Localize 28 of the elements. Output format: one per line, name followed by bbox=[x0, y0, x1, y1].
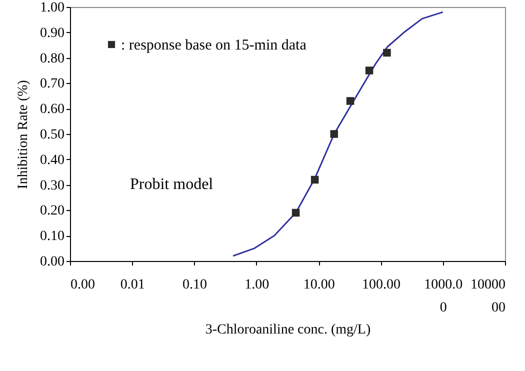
point bbox=[383, 48, 391, 57]
x-tick-label: 1.00 bbox=[244, 278, 270, 292]
point bbox=[346, 97, 354, 105]
legend-label: : response base on 15-min data bbox=[121, 38, 307, 54]
y-tick-label: 0.00 bbox=[40, 254, 64, 270]
x-tick-label: 1000.0 0 bbox=[424, 278, 463, 316]
x-axis-title: 3-Chloroaniline conc. (mg/L) bbox=[205, 322, 371, 338]
y-tick-label: 0.70 bbox=[40, 76, 64, 92]
x-tick-label: 0.00 bbox=[70, 278, 95, 292]
x-tick-label: 10000 00 bbox=[470, 278, 506, 316]
y-tick-label: 0.80 bbox=[40, 51, 64, 66]
point bbox=[292, 208, 300, 217]
y-tick-label: 0.40 bbox=[40, 152, 64, 168]
y-tick-label: 0.20 bbox=[40, 204, 64, 219]
y-tick-label: 1.00 bbox=[40, 0, 64, 16]
x-tick-label: 0.01 bbox=[120, 278, 145, 292]
y-axis-title: Inhibition Rate (%) bbox=[16, 80, 31, 189]
annotation: Probit model bbox=[130, 176, 214, 193]
y-tick-label: 0.90 bbox=[40, 26, 64, 41]
point bbox=[365, 66, 374, 74]
y-tick-label: 0.50 bbox=[40, 128, 64, 142]
x-tick-label: 10.00 bbox=[303, 278, 335, 292]
x-tick-label: 0.10 bbox=[182, 278, 208, 292]
point bbox=[310, 176, 319, 184]
y-tick-label: 0.60 bbox=[40, 102, 64, 118]
x-tick-label: 100.00 bbox=[362, 278, 400, 292]
y-tick-label: 0.30 bbox=[40, 178, 64, 194]
y-tick-label: 0.10 bbox=[40, 229, 64, 244]
